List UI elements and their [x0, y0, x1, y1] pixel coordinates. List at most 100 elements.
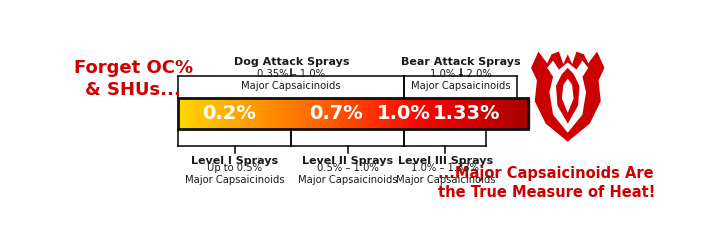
Bar — [286, 99, 287, 129]
Bar — [190, 99, 191, 129]
Bar — [331, 99, 332, 129]
Bar — [420, 99, 421, 129]
Bar — [526, 99, 527, 129]
Bar — [189, 99, 190, 129]
Bar — [375, 99, 376, 129]
PathPatch shape — [556, 68, 579, 124]
Bar — [308, 99, 309, 129]
Bar — [474, 99, 475, 129]
Bar — [213, 99, 215, 129]
Bar — [447, 99, 448, 129]
Bar — [416, 99, 417, 129]
Bar — [520, 99, 521, 129]
Bar — [433, 99, 434, 129]
Bar — [491, 99, 492, 129]
Bar — [435, 99, 437, 129]
Bar — [317, 99, 318, 129]
Bar — [198, 99, 199, 129]
Bar — [401, 99, 403, 129]
Bar — [311, 99, 312, 129]
Bar — [368, 99, 369, 129]
Bar — [414, 99, 415, 129]
Bar — [309, 99, 311, 129]
Bar — [392, 99, 393, 129]
Bar — [339, 99, 340, 129]
Bar — [349, 99, 350, 129]
Bar — [364, 99, 365, 129]
Bar — [197, 99, 198, 129]
Bar — [513, 99, 514, 129]
Text: Level III Sprays: Level III Sprays — [397, 156, 493, 166]
Bar — [419, 99, 420, 129]
Bar — [503, 99, 504, 129]
Bar — [487, 99, 488, 129]
Bar — [439, 99, 440, 129]
Bar — [475, 99, 476, 129]
Bar — [400, 99, 402, 129]
Bar — [422, 99, 423, 129]
Bar — [300, 99, 301, 129]
Bar — [312, 99, 314, 129]
Bar — [253, 99, 255, 129]
Bar — [299, 99, 300, 129]
Bar — [427, 99, 428, 129]
Bar — [479, 99, 480, 129]
Bar — [285, 99, 286, 129]
Bar — [336, 99, 337, 129]
Bar — [347, 99, 349, 129]
Bar — [333, 99, 334, 129]
Bar — [279, 99, 280, 129]
Bar — [215, 99, 216, 129]
Bar — [294, 99, 295, 129]
Bar — [237, 99, 238, 129]
Bar — [403, 99, 404, 129]
Bar — [211, 99, 212, 129]
Bar — [432, 99, 433, 129]
Bar — [356, 99, 357, 129]
Bar — [524, 99, 525, 129]
Bar — [511, 99, 512, 129]
Bar — [478, 99, 480, 129]
Bar — [222, 99, 223, 129]
Bar — [423, 99, 424, 129]
Bar — [382, 99, 384, 129]
Text: 0.2%: 0.2% — [202, 104, 256, 123]
Bar — [255, 99, 256, 129]
Bar — [436, 99, 438, 129]
Bar — [203, 99, 204, 129]
Bar — [250, 99, 251, 129]
Bar — [383, 99, 384, 129]
Bar — [284, 99, 285, 129]
Bar — [249, 99, 250, 129]
Bar — [187, 99, 189, 129]
Bar — [224, 99, 225, 129]
Bar — [323, 99, 324, 129]
Bar — [369, 99, 371, 129]
Bar — [505, 99, 506, 129]
Bar — [274, 99, 276, 129]
Bar — [467, 99, 468, 129]
Bar — [213, 99, 214, 129]
Bar — [494, 99, 495, 129]
Bar — [468, 99, 469, 129]
Bar — [341, 99, 342, 129]
Bar — [443, 99, 445, 129]
Bar — [501, 99, 502, 129]
Bar — [344, 99, 346, 129]
Bar — [371, 99, 372, 129]
Bar — [306, 99, 307, 129]
Bar — [455, 99, 456, 129]
Text: Forget OC%
& SHUs...: Forget OC% & SHUs... — [74, 59, 193, 99]
Bar — [441, 99, 442, 129]
Bar — [342, 99, 343, 129]
Bar — [232, 99, 233, 129]
Bar — [509, 99, 510, 129]
Bar — [352, 99, 354, 129]
Bar — [353, 99, 355, 129]
Bar — [376, 99, 377, 129]
Bar — [422, 99, 424, 129]
Bar — [318, 99, 320, 129]
Bar — [460, 99, 462, 129]
Bar — [491, 99, 493, 129]
Bar — [262, 99, 264, 129]
